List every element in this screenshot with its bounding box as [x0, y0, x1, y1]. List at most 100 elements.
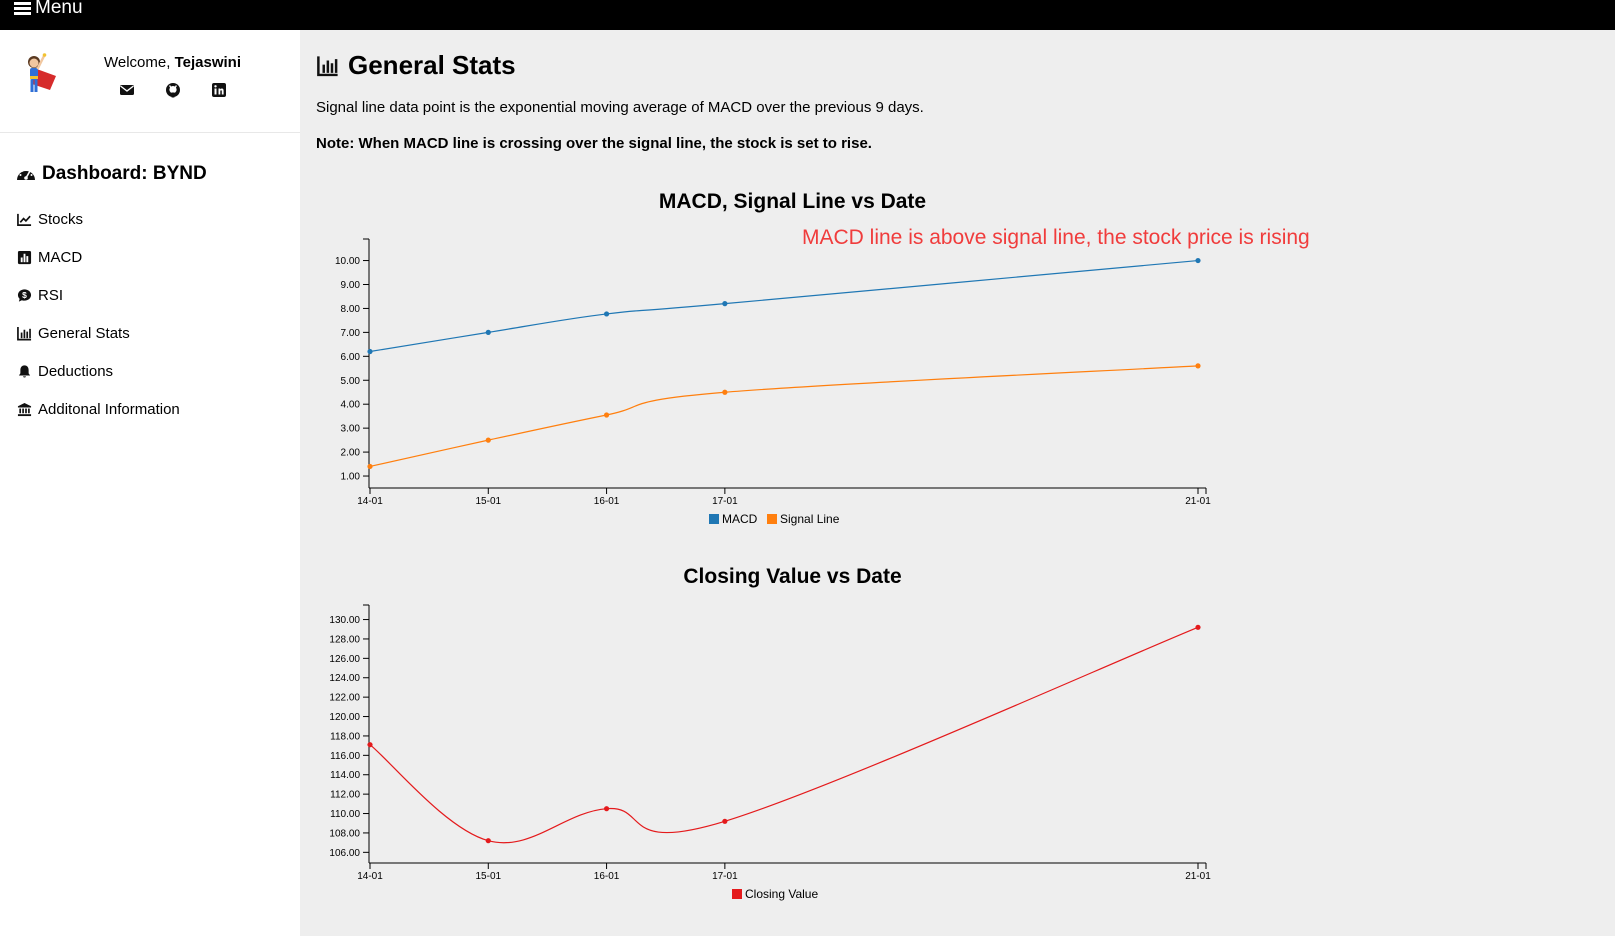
x-tick-label: 15-01 — [475, 871, 501, 882]
y-tick-label: 110.00 — [330, 809, 360, 820]
data-point — [485, 838, 491, 844]
data-point — [722, 389, 728, 395]
y-tick-label: 130.00 — [329, 615, 360, 626]
x-tick-label: 14-01 — [357, 496, 383, 507]
sidebar-item-macd[interactable]: MACD — [17, 238, 180, 276]
sidebar-item-deductions[interactable]: Deductions — [17, 352, 180, 390]
y-tick-label: 1.00 — [341, 472, 361, 483]
y-tick-label: 8.00 — [341, 304, 361, 315]
gauge-icon — [17, 168, 35, 180]
bell-icon — [18, 364, 31, 378]
linkedin-icon[interactable] — [211, 82, 228, 99]
x-tick-label: 21-01 — [1185, 871, 1211, 882]
data-point — [1195, 257, 1201, 264]
legend-swatch — [767, 514, 777, 524]
sidebar-item-label: Deductions — [38, 362, 114, 380]
user-name: Tejaswini — [174, 54, 241, 71]
data-point — [485, 437, 491, 443]
series-line — [369, 259, 1199, 353]
y-tick-label: 9.00 — [341, 280, 361, 291]
series-line — [369, 626, 1199, 844]
sidebar-item-general-stats[interactable]: General Stats — [17, 314, 180, 352]
y-tick-label: 106.00 — [329, 848, 360, 859]
sidebar-item-label: MACD — [38, 248, 83, 266]
legend-swatch — [732, 889, 742, 899]
description-text: Signal line data point is the exponentia… — [316, 99, 924, 116]
y-tick-label: 114.00 — [330, 770, 360, 781]
sidebar-nav: Stocks MACD $ RSI General Stats Deductio… — [17, 200, 180, 428]
y-tick-label: 2.00 — [341, 448, 361, 459]
data-point — [1195, 624, 1201, 630]
y-tick-label: 122.00 — [329, 693, 360, 704]
data-point — [367, 742, 373, 748]
sidebar-item-rsi[interactable]: $ RSI — [17, 276, 180, 314]
profile-section: Welcome, Tejaswini — [0, 30, 300, 133]
legend-swatch — [709, 514, 719, 524]
page-title: General Stats — [316, 50, 516, 81]
y-tick-label: 120.00 — [329, 712, 360, 723]
series-line — [369, 365, 1199, 468]
sidebar-item-label: Stocks — [38, 210, 84, 228]
chart-title: MACD, Signal Line vs Date — [659, 190, 926, 213]
github-icon[interactable] — [165, 82, 182, 99]
y-tick-label: 4.00 — [341, 400, 361, 411]
legend-label: Signal Line — [780, 512, 840, 526]
y-tick-label: 128.00 — [329, 634, 360, 645]
line-chart-icon — [17, 213, 32, 226]
bar-chart-outline-icon — [17, 326, 32, 340]
y-tick-label: 108.00 — [329, 828, 360, 839]
bank-icon — [17, 402, 32, 416]
menu-label: Menu — [35, 0, 83, 18]
data-point — [367, 348, 373, 355]
y-tick-label: 3.00 — [341, 424, 361, 435]
data-point — [722, 301, 728, 307]
chart-annotation: MACD line is above signal line, the stoc… — [802, 226, 1310, 249]
y-tick-label: 118.00 — [330, 731, 360, 742]
y-tick-label: 7.00 — [341, 328, 361, 339]
bar-chart-icon — [17, 250, 32, 264]
data-point — [1195, 363, 1201, 369]
legend-label: MACD — [722, 512, 758, 526]
x-tick-label: 15-01 — [475, 496, 501, 507]
top-bar: Menu — [0, 0, 1615, 30]
legend-label: Closing Value — [745, 887, 818, 901]
data-point — [722, 818, 728, 824]
social-links — [119, 82, 228, 99]
chart-title: Closing Value vs Date — [683, 565, 901, 588]
x-tick-label: 21-01 — [1185, 496, 1211, 507]
menu-button[interactable]: Menu — [14, 0, 83, 19]
y-tick-label: 126.00 — [329, 654, 360, 665]
sidebar: Welcome, Tejaswini Dashboard: BYND Stock… — [0, 30, 300, 936]
x-tick-label: 16-01 — [594, 871, 620, 882]
hamburger-icon — [14, 1, 31, 15]
dashboard-title: Dashboard: BYND — [16, 163, 207, 185]
x-tick-label: 16-01 — [594, 496, 620, 507]
macd-signal-chart: MACD, Signal Line vs Date MACD line is ab… — [335, 190, 1310, 526]
dollar-bubble-icon: $ — [17, 288, 32, 302]
sidebar-item-label: Additonal Information — [38, 400, 180, 418]
sidebar-item-additional-information[interactable]: Additonal Information — [17, 390, 180, 428]
x-tick-label: 17-01 — [712, 496, 738, 507]
data-point — [367, 463, 373, 470]
x-tick-label: 14-01 — [357, 871, 383, 882]
x-tick-label: 17-01 — [712, 871, 738, 882]
superhero-avatar — [28, 53, 56, 92]
y-tick-label: 116.00 — [330, 751, 360, 762]
welcome-text: Welcome, Tejaswini — [104, 54, 241, 71]
note-text: Note: When MACD line is crossing over th… — [316, 135, 872, 152]
y-tick-label: 10.00 — [335, 256, 360, 267]
envelope-icon[interactable] — [119, 82, 136, 99]
data-point — [485, 329, 491, 335]
data-point — [603, 806, 610, 812]
charts-area: MACD, Signal Line vs Date MACD line is ab… — [329, 190, 1310, 901]
sidebar-item-stocks[interactable]: Stocks — [17, 200, 180, 238]
sidebar-item-label: General Stats — [38, 324, 130, 342]
data-point — [603, 311, 610, 317]
main-content: General Stats Signal line data point is … — [300, 30, 1615, 936]
closing-value-chart: Closing Value vs Date 106.00 108.00 110.00 1… — [329, 565, 1211, 901]
y-tick-label: 124.00 — [329, 673, 360, 684]
data-point — [603, 412, 610, 418]
y-tick-label: 6.00 — [341, 352, 361, 363]
svg-text:$: $ — [22, 290, 27, 300]
y-tick-label: 5.00 — [341, 376, 361, 387]
